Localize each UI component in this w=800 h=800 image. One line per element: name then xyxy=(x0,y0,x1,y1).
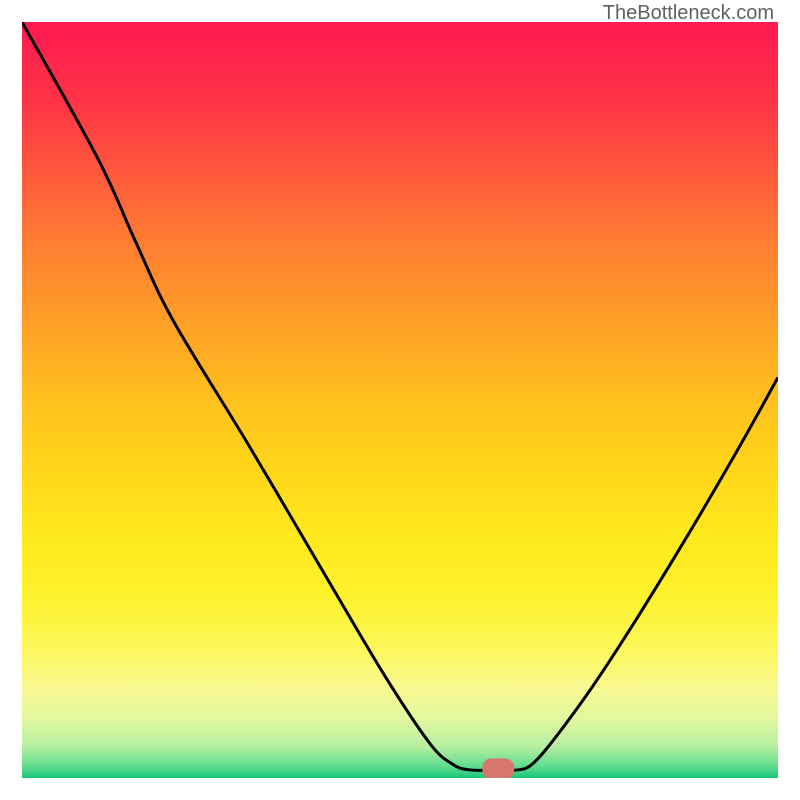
chart-container: TheBottleneck.com xyxy=(0,0,800,800)
gradient-background xyxy=(22,22,778,778)
plot-area xyxy=(22,22,778,778)
